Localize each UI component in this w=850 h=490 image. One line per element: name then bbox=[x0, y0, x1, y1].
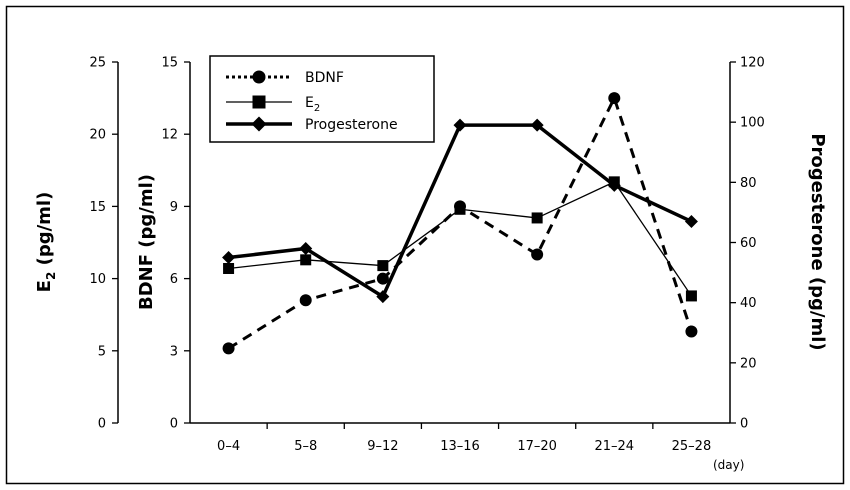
e2-data-point bbox=[685, 290, 697, 302]
bdnf-data-point bbox=[454, 200, 466, 213]
bdnf-data-point bbox=[608, 92, 621, 105]
e2-tick-label: 5 bbox=[98, 344, 106, 359]
x-axis-ticks: 0–4 5–8 9–12 13–16 17–20 21–24 25–28 bbox=[217, 423, 711, 454]
x-tick-label: 0–4 bbox=[217, 439, 240, 454]
e2-tick-label: 15 bbox=[89, 200, 106, 215]
x-tick-label: 17–20 bbox=[517, 439, 557, 454]
progesterone-tick-label: 20 bbox=[740, 356, 757, 371]
x-tick-label: 13–16 bbox=[440, 439, 480, 454]
progesterone-axis-ticks: 0 20 40 60 80 100 120 bbox=[730, 56, 765, 432]
e2-data-point bbox=[223, 262, 235, 274]
e2-axis-ticks: 0 5 10 15 20 25 bbox=[89, 56, 118, 432]
bdnf-data-point bbox=[299, 294, 312, 307]
e2-axis-title: E2 (pg/ml) bbox=[34, 192, 58, 293]
e2-tick-label: 20 bbox=[89, 128, 106, 143]
progesterone-data-point bbox=[376, 290, 390, 304]
e2-tick-label: 10 bbox=[89, 272, 106, 287]
progesterone-data-point bbox=[299, 242, 313, 256]
progesterone-tick-label: 120 bbox=[740, 56, 765, 71]
progesterone-tick-label: 60 bbox=[740, 236, 757, 251]
e2-data-point bbox=[531, 212, 543, 224]
e2-series-line bbox=[228, 181, 692, 297]
progesterone-data-point bbox=[607, 178, 621, 192]
series-layer bbox=[222, 92, 698, 355]
progesterone-tick-label: 40 bbox=[740, 296, 757, 311]
progesterone-data-point bbox=[453, 118, 467, 132]
x-tick-label: 21–24 bbox=[594, 439, 634, 454]
x-tick-label: 5–8 bbox=[294, 439, 317, 454]
bdnf-axis-ticks: 0 3 6 9 12 15 bbox=[161, 56, 190, 432]
x-tick-label: 25–28 bbox=[672, 439, 712, 454]
bdnf-tick-label: 9 bbox=[170, 200, 178, 215]
bdnf-tick-label: 12 bbox=[161, 128, 178, 143]
legend-e2-marker bbox=[252, 95, 266, 109]
bdnf-tick-label: 15 bbox=[161, 56, 178, 71]
x-axis-unit: (day) bbox=[713, 458, 744, 472]
legend-bdnf-marker bbox=[252, 70, 266, 84]
legend: BDNF E2 Progesterone bbox=[209, 55, 435, 143]
legend-bdnf-label: BDNF bbox=[305, 70, 344, 86]
progesterone-tick-label: 100 bbox=[740, 116, 765, 131]
e2-tick-label: 0 bbox=[98, 417, 106, 432]
bdnf-data-point bbox=[531, 248, 544, 261]
progesterone-tick-label: 0 bbox=[740, 417, 748, 432]
bdnf-tick-label: 0 bbox=[170, 417, 178, 432]
bdnf-axis-title: BDNF (pg/ml) bbox=[136, 174, 157, 310]
bdnf-tick-label: 3 bbox=[170, 344, 178, 359]
progesterone-data-point bbox=[684, 214, 698, 228]
bdnf-data-point bbox=[222, 342, 235, 355]
e2-data-point bbox=[300, 254, 312, 266]
e2-data-point bbox=[377, 260, 389, 272]
bdnf-data-point bbox=[685, 325, 698, 338]
legend-box bbox=[209, 55, 435, 143]
bdnf-tick-label: 6 bbox=[170, 272, 178, 287]
e2-tick-label: 25 bbox=[89, 56, 106, 71]
progesterone-axis-title: Progesterone (pg/ml) bbox=[807, 133, 828, 350]
x-tick-label: 9–12 bbox=[367, 439, 398, 454]
bdnf-data-point bbox=[376, 272, 389, 285]
legend-progesterone-label: Progesterone bbox=[305, 117, 398, 133]
progesterone-data-point bbox=[530, 118, 544, 132]
progesterone-data-point bbox=[222, 251, 236, 265]
legend-e2-label: E2 bbox=[305, 95, 320, 114]
progesterone-tick-label: 80 bbox=[740, 176, 757, 191]
figure-border bbox=[5, 5, 845, 485]
legend-progesterone-marker bbox=[251, 116, 267, 132]
